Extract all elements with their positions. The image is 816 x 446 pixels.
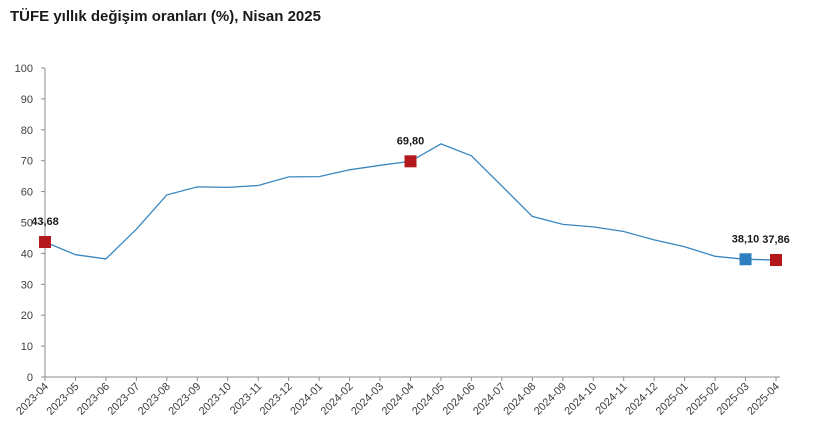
x-tick-label: 2024-06	[441, 381, 478, 418]
x-tick-label: 2023-09	[166, 381, 203, 418]
x-tick-label: 2024-12	[623, 381, 660, 418]
x-tick-label: 2025-04	[745, 381, 782, 418]
data-label: 43,68	[31, 216, 59, 228]
chart-title: TÜFE yıllık değişim oranları (%), Nisan …	[10, 8, 321, 25]
x-tick-label: 2024-03	[349, 381, 386, 418]
x-tick-label: 2023-05	[45, 381, 82, 418]
data-label: 37,86	[762, 234, 790, 246]
y-tick-label: 70	[21, 156, 33, 168]
x-tick-label: 2025-01	[654, 381, 691, 418]
y-tick-label: 0	[27, 372, 33, 384]
y-tick-label: 30	[21, 279, 33, 291]
x-tick-label: 2023-06	[75, 381, 112, 418]
y-tick-label: 60	[21, 187, 33, 199]
highlight-markers	[39, 155, 782, 267]
x-tick-labels: 2023-042023-052023-062023-072023-082023-…	[14, 377, 782, 418]
x-tick-label: 2023-12	[258, 381, 295, 418]
x-tick-label: 2024-09	[532, 381, 569, 418]
x-tick-label: 2023-07	[105, 381, 142, 418]
highlight-marker	[770, 254, 782, 267]
data-labels: 43,68 69,80 38,10 37,86	[31, 135, 790, 246]
x-tick-label: 2025-02	[684, 381, 721, 418]
data-label: 38,10	[732, 233, 760, 245]
highlight-marker	[39, 236, 51, 249]
x-tick-label: 2024-07	[471, 381, 508, 418]
y-tick-label: 40	[21, 248, 33, 260]
x-tick-label: 2024-05	[410, 381, 447, 418]
x-tick-label: 2023-08	[136, 381, 173, 418]
x-tick-label: 2024-10	[562, 381, 599, 418]
x-tick-label: 2024-08	[501, 381, 538, 418]
y-tick-label: 90	[21, 94, 33, 106]
x-tick-label: 2023-10	[197, 381, 234, 418]
x-tick-label: 2023-04	[14, 381, 51, 418]
x-tick-label: 2024-04	[380, 381, 417, 418]
highlight-marker	[404, 155, 417, 168]
data-label: 69,80	[397, 135, 425, 147]
y-tick-label: 100	[15, 63, 33, 75]
highlight-marker	[739, 253, 752, 266]
x-tick-label: 2025-03	[715, 381, 752, 418]
x-tick-label: 2024-02	[319, 381, 356, 418]
y-tick-label: 50	[21, 218, 33, 230]
y-tick-label: 80	[21, 125, 33, 137]
axes	[44, 68, 780, 378]
y-tick-labels: 0 10 20 30 40 50 60 70 80 90 100	[15, 63, 45, 384]
x-tick-label: 2024-01	[288, 381, 325, 418]
y-tick-label: 10	[21, 341, 33, 353]
y-tick-label: 20	[21, 310, 33, 322]
